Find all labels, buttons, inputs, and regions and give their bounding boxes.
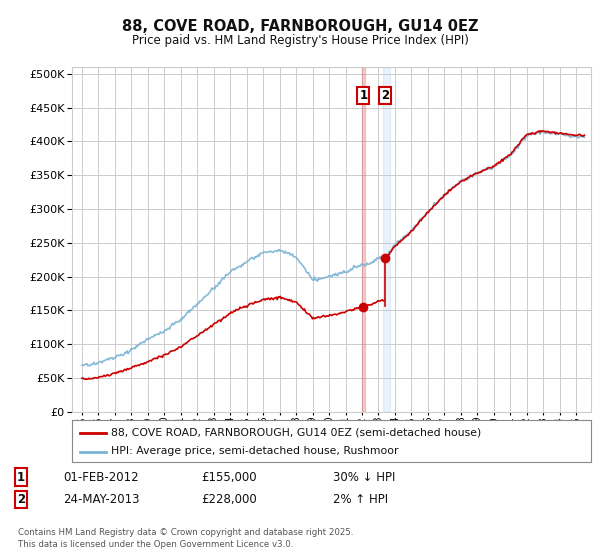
Text: 30% ↓ HPI: 30% ↓ HPI	[333, 470, 395, 484]
Text: 1: 1	[17, 470, 25, 484]
Text: £155,000: £155,000	[201, 470, 257, 484]
Text: 01-FEB-2012: 01-FEB-2012	[63, 470, 139, 484]
Text: 1: 1	[359, 89, 367, 102]
Text: Price paid vs. HM Land Registry's House Price Index (HPI): Price paid vs. HM Land Registry's House …	[131, 34, 469, 47]
Text: 88, COVE ROAD, FARNBOROUGH, GU14 0EZ (semi-detached house): 88, COVE ROAD, FARNBOROUGH, GU14 0EZ (se…	[111, 428, 481, 437]
Text: 2% ↑ HPI: 2% ↑ HPI	[333, 493, 388, 506]
Text: HPI: Average price, semi-detached house, Rushmoor: HPI: Average price, semi-detached house,…	[111, 446, 398, 456]
Text: 2: 2	[17, 493, 25, 506]
Text: £228,000: £228,000	[201, 493, 257, 506]
Bar	[362, 67, 365, 412]
Bar	[383, 67, 389, 412]
Text: 2: 2	[380, 89, 389, 102]
Text: 88, COVE ROAD, FARNBOROUGH, GU14 0EZ: 88, COVE ROAD, FARNBOROUGH, GU14 0EZ	[122, 20, 478, 34]
Text: 24-MAY-2013: 24-MAY-2013	[63, 493, 139, 506]
Text: Contains HM Land Registry data © Crown copyright and database right 2025.
This d: Contains HM Land Registry data © Crown c…	[18, 528, 353, 549]
